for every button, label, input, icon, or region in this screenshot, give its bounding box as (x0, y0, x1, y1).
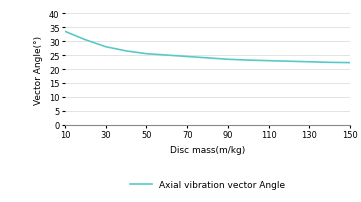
Axial vibration vector Angle (124, 50, 128, 53)
Axial vibration vector Angle (226, 59, 230, 61)
Line: Axial vibration vector Angle: Axial vibration vector Angle (65, 32, 350, 63)
Axial vibration vector Angle (328, 62, 332, 64)
Axial vibration vector Angle (83, 39, 87, 42)
Axial vibration vector Angle (266, 60, 271, 63)
Axial vibration vector Angle (144, 53, 149, 56)
Axial vibration vector Angle (185, 56, 190, 58)
Legend: Axial vibration vector Angle: Axial vibration vector Angle (126, 176, 289, 193)
Axial vibration vector Angle (205, 57, 210, 60)
Axial vibration vector Angle (63, 31, 67, 33)
Axial vibration vector Angle (165, 55, 169, 57)
Axial vibration vector Angle (246, 60, 251, 62)
Axial vibration vector Angle (307, 61, 312, 64)
X-axis label: Disc mass(m/kg): Disc mass(m/kg) (170, 145, 245, 154)
Y-axis label: Vector Angle(°): Vector Angle(°) (34, 35, 43, 104)
Axial vibration vector Angle (287, 61, 291, 63)
Axial vibration vector Angle (348, 62, 352, 64)
Axial vibration vector Angle (104, 46, 108, 49)
